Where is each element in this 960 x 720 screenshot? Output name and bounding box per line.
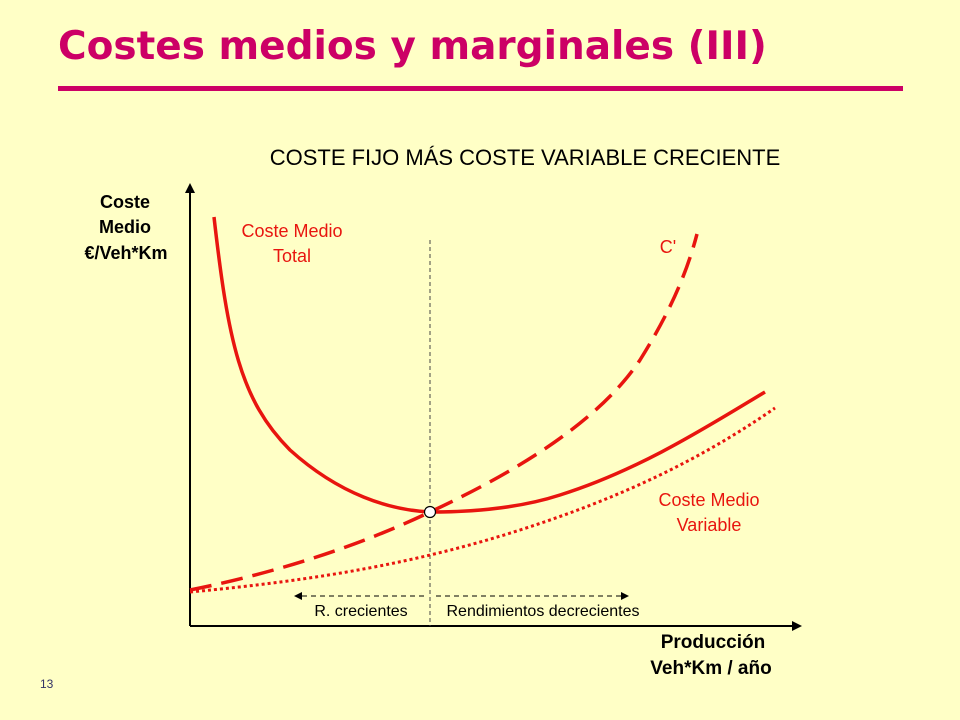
y-axis-label-line-1: Coste [100,192,150,212]
total-average-cost-label-line-1: Coste Medio [241,221,342,241]
y-axis-label-line-3: €/Veh*Km [84,243,167,263]
x-axis-label-line-2: Veh*Km / año [650,658,771,679]
title-underline [58,86,903,91]
minimum-point-marker [423,505,437,519]
variable-average-cost-label-line-2: Variable [677,515,742,535]
marginal-cost-label: C' [660,237,676,257]
page-number: 13 [40,677,54,691]
variable-average-cost-label-line-1: Coste Medio [658,490,759,510]
total-average-cost-label-line-2: Total [273,246,311,266]
variable-average-cost-curve [189,406,776,594]
diagram-heading: COSTE FIJO MÁS COSTE VARIABLE CRECIENTE [270,145,781,170]
slide-title: Costes medios y marginales (III) [58,24,767,69]
increasing-returns-label: R. crecientes [314,603,407,620]
decreasing-returns-label: Rendimientos decrecientes [447,603,640,620]
x-axis-label-line-1: Producción [661,632,766,653]
marginal-cost-curve [189,233,699,592]
y-axis-label-line-2: Medio [99,217,151,237]
